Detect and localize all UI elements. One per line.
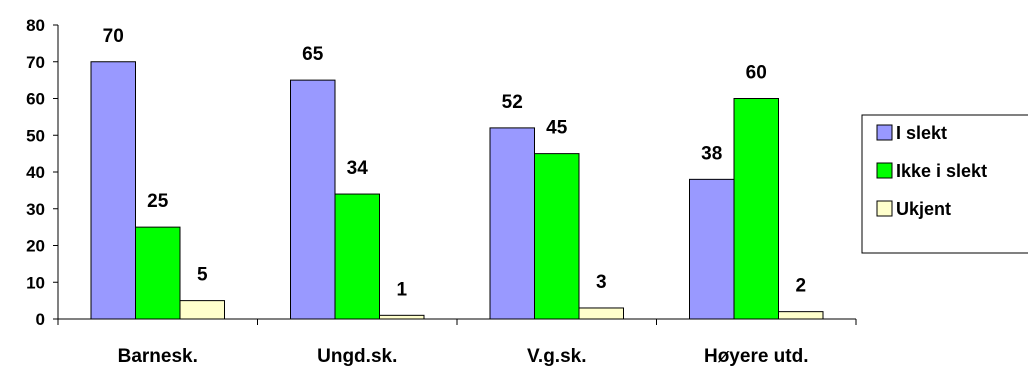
bar (179, 300, 225, 320)
x-category-label: Ungd.sk. (317, 346, 397, 367)
bar (534, 153, 580, 320)
data-label: 70 (103, 26, 124, 47)
x-category-label: Høyere utd. (704, 346, 809, 367)
data-label: 65 (302, 44, 324, 65)
y-tick-label: 10 (26, 273, 45, 292)
y-tick-label: 40 (26, 163, 45, 182)
bar (379, 314, 425, 320)
bar (578, 307, 624, 320)
legend-label: Ukjent (896, 199, 951, 219)
bars (90, 61, 824, 320)
legend: I slekt Ikke i slekt Ukjent (861, 114, 1028, 254)
data-label: 2 (795, 276, 806, 297)
data-label: 38 (701, 143, 722, 164)
data-label: 52 (502, 92, 523, 113)
data-label: 45 (546, 118, 568, 139)
data-label: 34 (347, 158, 369, 179)
y-tick-label: 30 (26, 200, 45, 219)
bar (290, 79, 336, 320)
bar (778, 311, 824, 320)
data-label: 5 (197, 265, 208, 286)
data-label: 3 (596, 272, 607, 293)
legend-label: I slekt (896, 123, 947, 143)
y-axis: 0 10 20 30 40 50 60 70 80 (26, 16, 59, 329)
x-axis: Barnesk. Ungd.sk. V.g.sk. Høyere utd. (57, 318, 857, 367)
bar (135, 226, 181, 320)
y-tick-label: 50 (26, 126, 45, 145)
bar (334, 193, 380, 320)
legend-label: Ikke i slekt (896, 161, 987, 181)
y-tick-label: 80 (26, 16, 45, 35)
y-tick-label: 70 (26, 53, 45, 72)
y-tick-label: 20 (26, 237, 45, 256)
bar (90, 61, 136, 320)
bar (689, 178, 735, 320)
bar (733, 98, 779, 320)
legend-swatch (876, 124, 893, 141)
data-labels: 70 25 5 65 34 1 52 45 3 38 60 2 (103, 26, 806, 301)
data-label: 25 (147, 191, 169, 212)
data-label: 1 (396, 279, 407, 300)
y-tick-label: 0 (36, 310, 45, 329)
bar (489, 127, 535, 320)
legend-swatch (876, 200, 893, 217)
data-label: 60 (746, 63, 767, 84)
x-category-label: Barnesk. (118, 346, 198, 367)
y-tick-label: 60 (26, 90, 45, 109)
legend-swatch (876, 162, 893, 179)
x-category-label: V.g.sk. (527, 346, 587, 367)
